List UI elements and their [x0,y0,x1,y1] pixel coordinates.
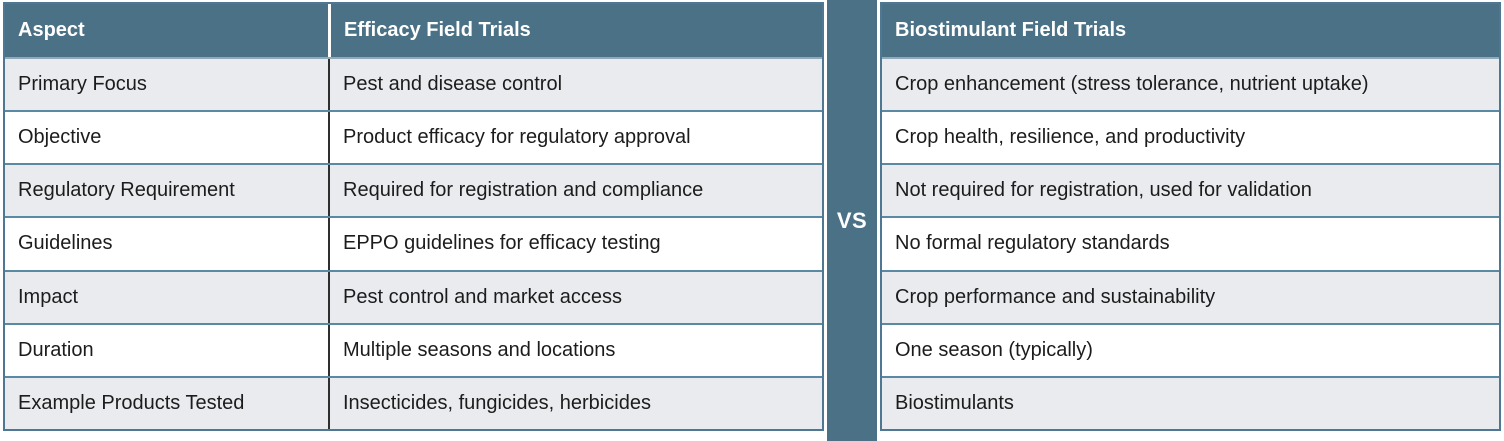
column-header-efficacy-field-trials: Efficacy Field Trials [328,4,822,57]
biostimulant-cell: No formal regulatory standards [895,232,1170,255]
table-row: Guidelines EPPO guidelines for efficacy … [5,216,822,270]
vs-divider: VS [827,0,877,441]
table-row: Objective Product efficacy for regulator… [5,110,822,164]
efficacy-cell: Required for registration and compliance [328,165,822,217]
table-header-row: Aspect Efficacy Field Trials [5,4,822,57]
efficacy-cell: Multiple seasons and locations [328,324,822,376]
efficacy-cell: EPPO guidelines for efficacy testing [328,218,822,270]
biostimulant-comparison-table: Biostimulant Field Trials Crop enhanceme… [880,2,1501,431]
biostimulant-cell: Biostimulants [895,391,1014,414]
table-row: Biostimulants [882,375,1499,429]
table-row: Crop health, resilience, and productivit… [882,110,1499,164]
aspect-cell: Primary Focus [18,73,147,96]
aspect-cell: Impact [18,285,79,308]
column-header-biostimulant-field-trials: Biostimulant Field Trials [895,19,1127,41]
table-row: One season (typically) [882,322,1499,376]
column-header-aspect: Aspect [18,19,85,41]
biostimulant-cell: One season (typically) [895,338,1093,361]
biostimulant-cell: Crop performance and sustainability [895,285,1216,308]
table-row: Duration Multiple seasons and locations [5,322,822,376]
table-row: No formal regulatory standards [882,216,1499,270]
aspect-cell: Example Products Tested [18,391,245,414]
table-row: Primary Focus Pest and disease control [5,57,822,111]
table-row: Not required for registration, used for … [882,163,1499,217]
biostimulant-cell: Not required for registration, used for … [895,179,1312,202]
table-row: Example Products Tested Insecticides, fu… [5,375,822,429]
efficacy-cell: Product efficacy for regulatory approval [328,112,822,164]
aspect-cell: Duration [18,338,94,361]
vs-label: VS [836,207,868,233]
biostimulant-cell: Crop health, resilience, and productivit… [895,126,1246,149]
table-row: Regulatory Requirement Required for regi… [5,163,822,217]
efficacy-cell: Pest control and market access [328,271,822,323]
aspect-cell: Regulatory Requirement [18,179,235,202]
aspect-cell: Guidelines [18,232,113,255]
efficacy-cell: Pest and disease control [328,59,822,111]
table-row: Impact Pest control and market access [5,269,822,323]
efficacy-cell: Insecticides, fungicides, herbicides [328,377,822,429]
table-header-row: Biostimulant Field Trials [882,4,1499,57]
aspect-cell: Objective [18,126,102,149]
biostimulant-cell: Crop enhancement (stress tolerance, nutr… [895,73,1369,96]
table-row: Crop enhancement (stress tolerance, nutr… [882,57,1499,111]
table-row: Crop performance and sustainability [882,269,1499,323]
efficacy-comparison-table: Aspect Efficacy Field Trials Primary Foc… [3,2,824,431]
